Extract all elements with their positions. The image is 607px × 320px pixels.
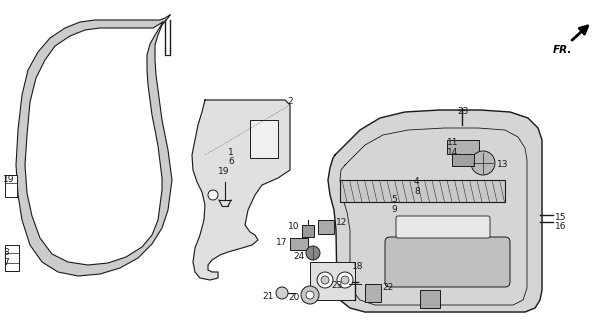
Bar xyxy=(5,175,17,197)
Text: 10: 10 xyxy=(288,222,299,231)
Text: 8: 8 xyxy=(414,187,420,196)
Text: 7: 7 xyxy=(3,258,8,267)
Text: 3: 3 xyxy=(3,248,8,257)
Circle shape xyxy=(471,151,495,175)
Circle shape xyxy=(341,276,349,284)
PathPatch shape xyxy=(16,15,172,276)
Text: 9: 9 xyxy=(392,205,397,214)
FancyBboxPatch shape xyxy=(396,216,490,238)
Polygon shape xyxy=(192,100,290,280)
Circle shape xyxy=(337,272,353,288)
Text: 19: 19 xyxy=(3,175,15,184)
Text: 6: 6 xyxy=(228,157,234,166)
Text: 24: 24 xyxy=(294,252,305,261)
Circle shape xyxy=(208,190,218,200)
Circle shape xyxy=(306,246,320,260)
Text: 23: 23 xyxy=(457,107,469,116)
Bar xyxy=(340,180,505,202)
FancyBboxPatch shape xyxy=(385,237,510,287)
Text: 11: 11 xyxy=(447,138,458,147)
Text: 18: 18 xyxy=(352,262,364,271)
Text: 1: 1 xyxy=(228,148,234,157)
Text: 17: 17 xyxy=(276,238,287,247)
Bar xyxy=(318,220,334,234)
Bar xyxy=(310,262,355,300)
Circle shape xyxy=(276,287,288,299)
Text: FR.: FR. xyxy=(553,45,572,55)
Text: 4: 4 xyxy=(414,177,419,186)
Bar xyxy=(452,154,474,166)
Bar xyxy=(5,245,19,271)
Text: 16: 16 xyxy=(555,222,566,231)
Text: 15: 15 xyxy=(555,213,566,222)
Text: 22: 22 xyxy=(382,283,393,292)
Bar xyxy=(302,225,314,237)
Bar xyxy=(250,120,278,158)
Bar xyxy=(290,238,308,250)
Text: 20: 20 xyxy=(288,293,300,302)
Bar xyxy=(365,284,381,302)
Polygon shape xyxy=(328,110,542,312)
Text: 12: 12 xyxy=(336,218,347,227)
Text: 14: 14 xyxy=(447,148,458,157)
Circle shape xyxy=(301,286,319,304)
Text: 5: 5 xyxy=(392,195,397,204)
Text: 21: 21 xyxy=(263,292,274,301)
Text: 2: 2 xyxy=(287,97,293,106)
Circle shape xyxy=(306,291,314,299)
Circle shape xyxy=(321,276,329,284)
Circle shape xyxy=(317,272,333,288)
Text: 13: 13 xyxy=(497,160,509,169)
Text: 23: 23 xyxy=(331,281,343,290)
Text: 19: 19 xyxy=(218,167,229,176)
Bar xyxy=(420,290,440,308)
Bar xyxy=(447,140,479,154)
